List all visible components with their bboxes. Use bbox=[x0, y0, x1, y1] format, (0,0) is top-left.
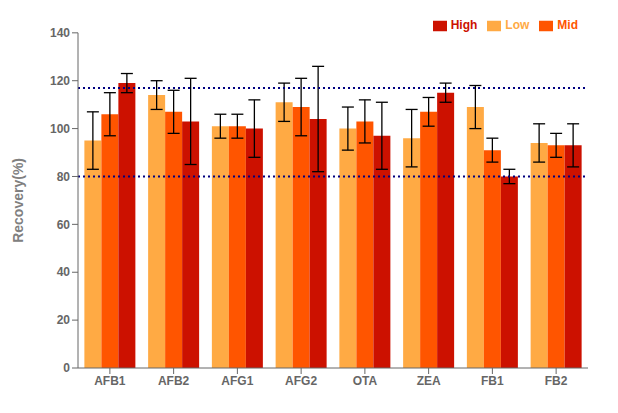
svg-text:AFG2: AFG2 bbox=[285, 374, 317, 388]
html-text:Low: Low bbox=[505, 18, 530, 32]
svg-text:120: 120 bbox=[50, 74, 70, 88]
svg-text:80: 80 bbox=[57, 170, 71, 184]
svg-text:AFB1: AFB1 bbox=[94, 374, 126, 388]
svg-text:OTA: OTA bbox=[353, 374, 378, 388]
svg-text:FB1: FB1 bbox=[481, 374, 504, 388]
svg-text:ZEA: ZEA bbox=[417, 374, 441, 388]
html-text:Mid: Mid bbox=[557, 18, 578, 32]
svg-text:AFB2: AFB2 bbox=[158, 374, 190, 388]
svg-text:40: 40 bbox=[57, 265, 71, 279]
svg-text:100: 100 bbox=[50, 122, 70, 136]
svg-text:AFG1: AFG1 bbox=[221, 374, 253, 388]
svg-text:60: 60 bbox=[57, 218, 71, 232]
svg-text:FB2: FB2 bbox=[545, 374, 568, 388]
svg-text:140: 140 bbox=[50, 26, 70, 40]
svg-text:20: 20 bbox=[57, 313, 71, 327]
svg-text:0: 0 bbox=[63, 361, 70, 375]
svg-text:Recovery(%): Recovery(%) bbox=[10, 158, 26, 243]
html-text:High: High bbox=[450, 18, 478, 32]
